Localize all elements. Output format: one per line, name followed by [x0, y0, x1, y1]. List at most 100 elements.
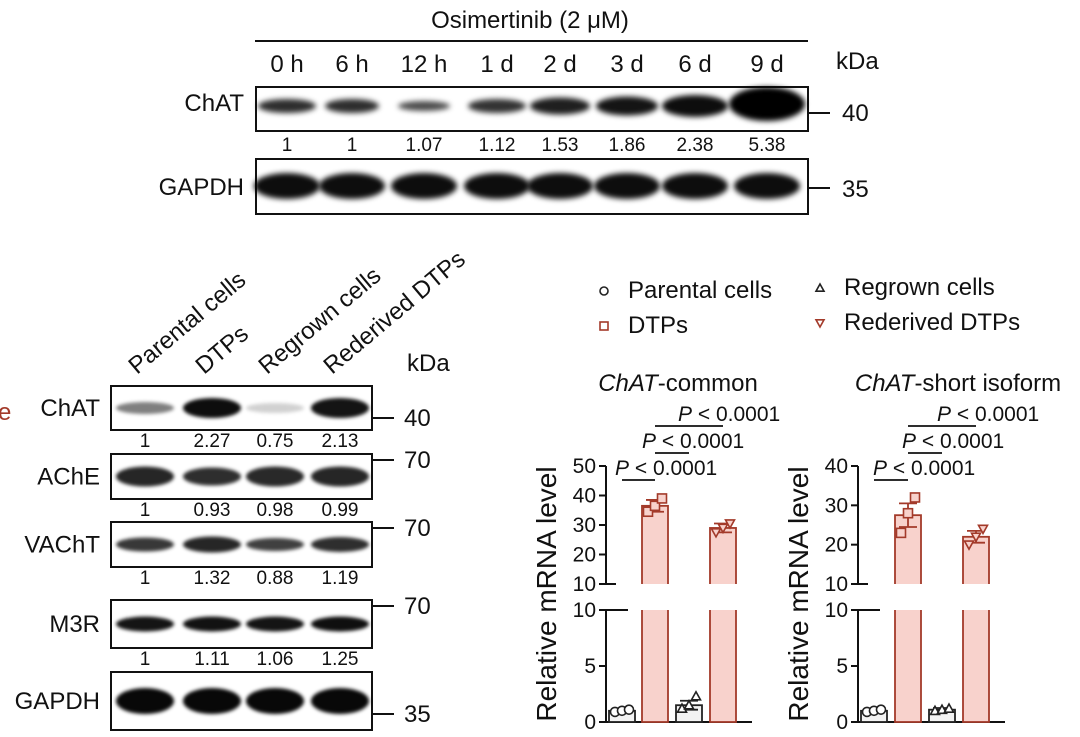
y-tick-label: 20: [825, 534, 848, 557]
data-point: [690, 690, 702, 701]
chart-title: ChAT-common: [598, 370, 758, 397]
marker-value: 70: [404, 447, 431, 474]
timepoint-label: 6 d: [678, 51, 711, 78]
band-lane-group-gapdh-top: [254, 173, 800, 199]
p-value-label: P < 0.0001: [902, 430, 1004, 453]
protein-band: [311, 616, 369, 632]
kda-label-top: kDa: [836, 48, 879, 75]
quant-value: 0.88: [257, 568, 294, 589]
protein-band: [183, 536, 241, 553]
quant-value: 5.38: [749, 135, 786, 156]
y-tick-label: 5: [584, 655, 596, 678]
bottom-blot-rows: ChAT 40 1 2.27 0.75 2.13 AChE 70 1 0.93 0.98 0.99 VA…: [15, 385, 431, 731]
legend-marker: [814, 318, 826, 329]
protein-band: [116, 402, 174, 414]
marker-value: 70: [404, 593, 431, 620]
protein-band: [183, 688, 241, 714]
protein-band: [729, 87, 805, 121]
chart-chat-short-isoform: ChAT-short isoform Relative mRNA level 0 5 1…: [783, 370, 1061, 734]
protein-band: [325, 99, 379, 113]
data-point: [902, 507, 914, 519]
top-western-blot: Osimertinib (2 μM) 0 h 6 h 12 h 1 d 2 d 3 d 6 …: [159, 7, 879, 215]
protein-band: [311, 466, 369, 487]
protein-band: [311, 398, 369, 418]
protein-band: [311, 537, 369, 552]
legend-marker: [814, 282, 826, 293]
protein-band: [734, 173, 800, 199]
treatment-label: Osimertinib (2 μM): [431, 7, 629, 34]
quant-value: 0.93: [194, 500, 231, 521]
chart-title-gene: ChAT: [855, 370, 917, 397]
protein-label-chat-top: ChAT: [184, 90, 244, 117]
data-point: [963, 540, 975, 551]
protein-band: [391, 173, 457, 199]
quant-value: 1.07: [406, 135, 443, 156]
quant-value: 2.38: [677, 135, 714, 156]
quant-value: 1: [140, 568, 151, 589]
protein-band: [464, 173, 530, 199]
y-tick-label: 10: [573, 573, 596, 596]
quant-value: 1: [140, 500, 151, 521]
y-tick-label: 10: [825, 599, 848, 622]
protein-label: GAPDH: [15, 688, 100, 715]
timepoint-label: 9 d: [750, 51, 783, 78]
protein-band: [662, 95, 728, 117]
data-point: [656, 493, 668, 504]
y-tick-label: 30: [573, 514, 596, 537]
y-tick-label: 0: [584, 711, 596, 734]
quant-value: 0.99: [322, 500, 359, 521]
marker-40-top: 40: [842, 100, 869, 127]
protein-label-gapdh-top: GAPDH: [159, 174, 244, 201]
band-lane-group-chat-top: [258, 87, 805, 121]
quant-value: 1.32: [194, 568, 231, 589]
marker-35-top: 35: [842, 176, 869, 203]
legend-marker: [599, 321, 609, 331]
protein-band: [311, 688, 369, 714]
quant-value: 1: [282, 135, 293, 156]
y-tick-label: 10: [825, 573, 848, 596]
cropped-edge-text: e: [0, 399, 11, 426]
protein-band: [596, 96, 658, 116]
y-axis-label: Relative mRNA level: [783, 466, 814, 721]
chart-title-suffix: -common: [658, 370, 758, 397]
protein-band: [116, 688, 174, 714]
bar: [962, 535, 990, 723]
y-tick-label: 20: [573, 544, 596, 567]
marker-value: 40: [404, 405, 431, 432]
y-tick-label: 40: [825, 455, 848, 478]
axis-break-gap: [640, 584, 670, 610]
bar: [894, 514, 922, 723]
marker-value: 70: [404, 515, 431, 542]
quant-value: 1.11: [194, 649, 230, 670]
data-point: [875, 704, 887, 715]
protein-band: [246, 538, 304, 551]
data-point: [724, 519, 736, 530]
axis-break-gap: [893, 584, 923, 610]
quant-value: 1.06: [257, 649, 294, 670]
protein-band: [116, 616, 174, 632]
timepoint-labels: 0 h 6 h 12 h 1 d 2 d 3 d 6 d 9 d: [270, 51, 783, 78]
p-value-label: P < 0.0001: [873, 457, 975, 480]
y-tick-label: 50: [573, 455, 596, 478]
y-tick-label: 40: [573, 485, 596, 508]
bar: [709, 527, 737, 723]
protein-band: [246, 403, 304, 413]
data-point: [710, 527, 722, 539]
quant-value: 0.98: [257, 500, 294, 521]
quant-value: 1.53: [542, 135, 579, 156]
timepoint-label: 2 d: [543, 51, 576, 78]
timepoint-label: 12 h: [401, 51, 448, 78]
protein-band: [254, 173, 320, 199]
data-point: [717, 523, 729, 535]
data-point: [895, 527, 907, 539]
timepoint-label: 0 h: [270, 51, 303, 78]
y-tick-label: 10: [573, 599, 596, 622]
legend-label: DTPs: [628, 312, 688, 339]
protein-label: AChE: [37, 464, 100, 491]
data-point: [623, 704, 635, 715]
chart-legend: Parental cells DTPs Regrown cells Rederived…: [599, 274, 1020, 339]
data-point: [970, 532, 982, 543]
protein-band: [246, 616, 304, 632]
legend-label: Regrown cells: [844, 274, 995, 301]
